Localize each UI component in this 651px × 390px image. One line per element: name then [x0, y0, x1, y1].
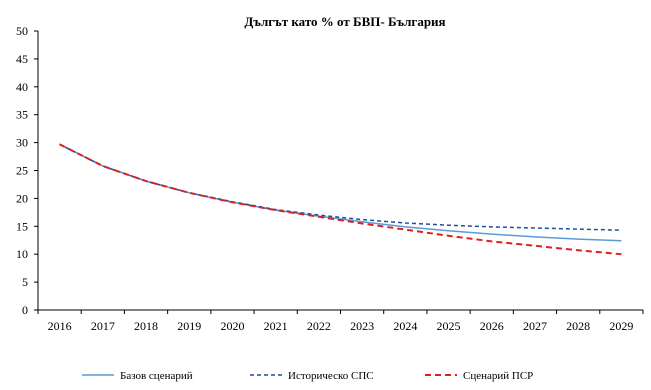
- y-tick-label: 0: [22, 303, 28, 317]
- x-tick-label: 2028: [566, 319, 590, 333]
- y-tick-label: 10: [16, 247, 28, 261]
- x-tick-label: 2025: [437, 319, 461, 333]
- x-tick-label: 2023: [350, 319, 374, 333]
- x-tick-label: 2022: [307, 319, 331, 333]
- legend-label-2: Историческо СПС: [288, 370, 374, 382]
- legend: Базов сценарий Историческо СПС Сценарий ПС…: [82, 370, 533, 382]
- series-line-1: [59, 143, 622, 242]
- y-tick-label: 25: [16, 164, 28, 178]
- x-tick-label: 2024: [393, 319, 417, 333]
- x-tick-label: 2026: [480, 319, 504, 333]
- chart-title: Дългът като % от БВП- България: [244, 14, 445, 29]
- x-tick-label: 2027: [523, 319, 547, 333]
- y-tick-label: 5: [22, 275, 28, 289]
- y-tick-label: 50: [16, 24, 28, 38]
- x-tick-label: 2021: [264, 319, 288, 333]
- y-tick-label: 45: [16, 52, 28, 66]
- x-tick-label: 2019: [177, 319, 201, 333]
- y-tick-label: 40: [16, 80, 28, 94]
- y-tick-label: 20: [16, 191, 28, 205]
- x-tick-label: 2018: [134, 319, 158, 333]
- legend-label-1: Базов сценарий: [120, 370, 193, 382]
- series-line-2: [59, 143, 622, 231]
- x-tick-label: 2017: [91, 319, 115, 333]
- x-tick-label: 2020: [220, 319, 244, 333]
- series-lines: [59, 143, 622, 256]
- x-tick-label: 2016: [48, 319, 72, 333]
- y-tick-label: 35: [16, 108, 28, 122]
- y-tick-label: 15: [16, 219, 28, 233]
- x-tick-label: 2029: [609, 319, 633, 333]
- series-line-3: [59, 143, 622, 256]
- legend-label-3: Сценарий ПСР: [463, 370, 533, 382]
- y-tick-label: 30: [16, 136, 28, 150]
